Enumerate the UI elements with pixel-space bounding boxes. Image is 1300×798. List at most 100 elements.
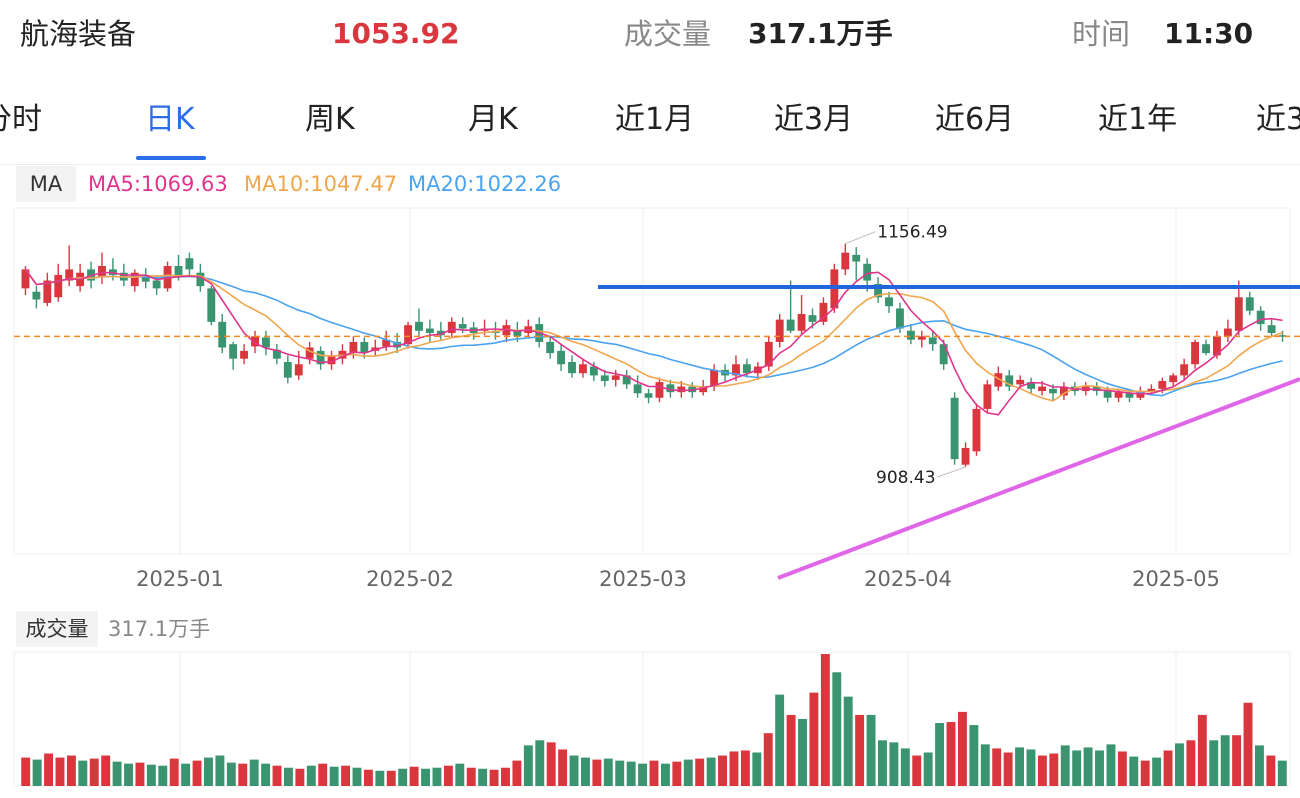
candle-body xyxy=(54,274,63,298)
candle-body xyxy=(130,272,139,287)
volume-bar xyxy=(421,768,430,786)
candle-body xyxy=(196,272,205,287)
volume-bar xyxy=(1277,760,1287,786)
candle-body xyxy=(863,263,872,281)
volume-bar xyxy=(912,755,922,786)
volume-bar xyxy=(443,765,453,786)
ma-selector-button[interactable]: MA xyxy=(16,166,76,202)
volume-bar xyxy=(1129,756,1139,786)
tab-6-months[interactable]: 近6月 xyxy=(935,102,1015,137)
candle-body xyxy=(983,384,992,409)
volume-bar xyxy=(318,763,328,786)
x-tick-label: 2025-04 xyxy=(864,567,952,591)
volume-bar xyxy=(398,768,408,786)
candle-body xyxy=(207,288,216,322)
volume-bar xyxy=(786,714,796,786)
candle-body xyxy=(546,341,555,354)
volume-bar xyxy=(249,759,259,786)
candle-body xyxy=(305,347,314,359)
tab-3-years[interactable]: 近3年 xyxy=(1256,102,1300,137)
candle-body xyxy=(1256,310,1265,325)
tab-monthly-k[interactable]: 月K xyxy=(468,102,518,137)
volume-legend-value: 317.1万手 xyxy=(108,617,211,641)
volume-bar xyxy=(1197,714,1207,786)
candle-body xyxy=(327,355,336,365)
volume-bar xyxy=(798,718,807,786)
volume-bar xyxy=(969,725,979,786)
tab-1-month[interactable]: 近1月 xyxy=(615,102,695,137)
candle-body xyxy=(316,350,325,365)
volume-bar xyxy=(809,692,819,786)
candle-body xyxy=(1147,388,1156,392)
candle-body xyxy=(819,302,828,322)
candle-body xyxy=(174,266,183,275)
candle-body xyxy=(1158,381,1167,389)
candle-body xyxy=(666,384,675,393)
candle-body xyxy=(1049,388,1057,394)
candle-body xyxy=(961,447,970,465)
candle-body xyxy=(568,362,576,374)
time-value: 11:30 xyxy=(1164,17,1254,50)
volume-bar xyxy=(1003,752,1013,786)
candlestick-chart[interactable]: 2025-01 2025-02 2025-03 2025-04 2025-05 1156.… xyxy=(0,204,1300,606)
tab-3-months[interactable]: 近3月 xyxy=(774,102,854,137)
volume-chart[interactable] xyxy=(0,650,1300,798)
volume-bar xyxy=(638,763,648,786)
volume-bar xyxy=(1049,753,1059,786)
volume-bar xyxy=(124,763,133,786)
volume-bar xyxy=(158,765,168,786)
candle-body xyxy=(677,386,686,393)
volume-bar xyxy=(146,764,156,786)
volume-bar xyxy=(489,769,499,786)
volume-bar xyxy=(1163,750,1173,786)
volume-bar xyxy=(89,758,99,786)
volume-bar xyxy=(1254,745,1264,786)
candle-body xyxy=(360,341,369,354)
volume-bar xyxy=(169,758,179,786)
volume-bar xyxy=(44,753,54,786)
volume-bar xyxy=(1015,747,1025,786)
volume-bar xyxy=(1106,744,1116,786)
candle-body xyxy=(272,349,281,359)
volume-bar xyxy=(957,711,967,786)
candle-body xyxy=(1092,386,1101,392)
volume-bar xyxy=(649,760,659,786)
stock-name: 航海装备 xyxy=(20,17,137,51)
volume-bar xyxy=(295,768,305,786)
volume-bar xyxy=(1220,735,1230,786)
volume-bar xyxy=(78,760,88,786)
volume-legend: 成交量 317.1万手 xyxy=(0,611,1300,647)
candle-body xyxy=(1245,297,1254,311)
volume-bar xyxy=(740,750,750,786)
volume-bar xyxy=(1095,750,1104,786)
volume-bar xyxy=(581,757,590,786)
candle-body xyxy=(1234,297,1243,331)
volume-selector-button[interactable]: 成交量 xyxy=(16,611,98,647)
volume-bar xyxy=(1243,702,1253,786)
candle-body xyxy=(1223,328,1232,337)
volume-bar xyxy=(181,763,191,786)
candle-body xyxy=(655,382,664,398)
min-price-label: 908.43 xyxy=(876,468,935,488)
volume-bar xyxy=(478,768,488,786)
candle-body xyxy=(1169,375,1178,383)
candle-body xyxy=(775,319,784,342)
volume-bar xyxy=(843,696,853,786)
candle-body xyxy=(841,252,850,270)
tab-1-year[interactable]: 近1年 xyxy=(1098,102,1178,137)
volume-bar xyxy=(980,744,990,786)
candle-body xyxy=(98,266,106,278)
candle-body xyxy=(710,369,719,387)
volume-bar xyxy=(866,714,876,786)
tab-daily-k[interactable]: 日K xyxy=(145,102,195,137)
volume-bar xyxy=(855,714,865,786)
candle-body xyxy=(557,350,566,365)
volume-bar xyxy=(603,758,613,786)
volume-bar xyxy=(683,759,693,786)
tab-intraday[interactable]: 分时 xyxy=(0,102,42,137)
min-price-leader xyxy=(937,466,966,478)
candle-body xyxy=(1125,393,1134,398)
tab-weekly-k[interactable]: 周K xyxy=(305,102,355,137)
x-tick-label: 2025-01 xyxy=(136,567,224,591)
volume-bar xyxy=(226,762,236,786)
